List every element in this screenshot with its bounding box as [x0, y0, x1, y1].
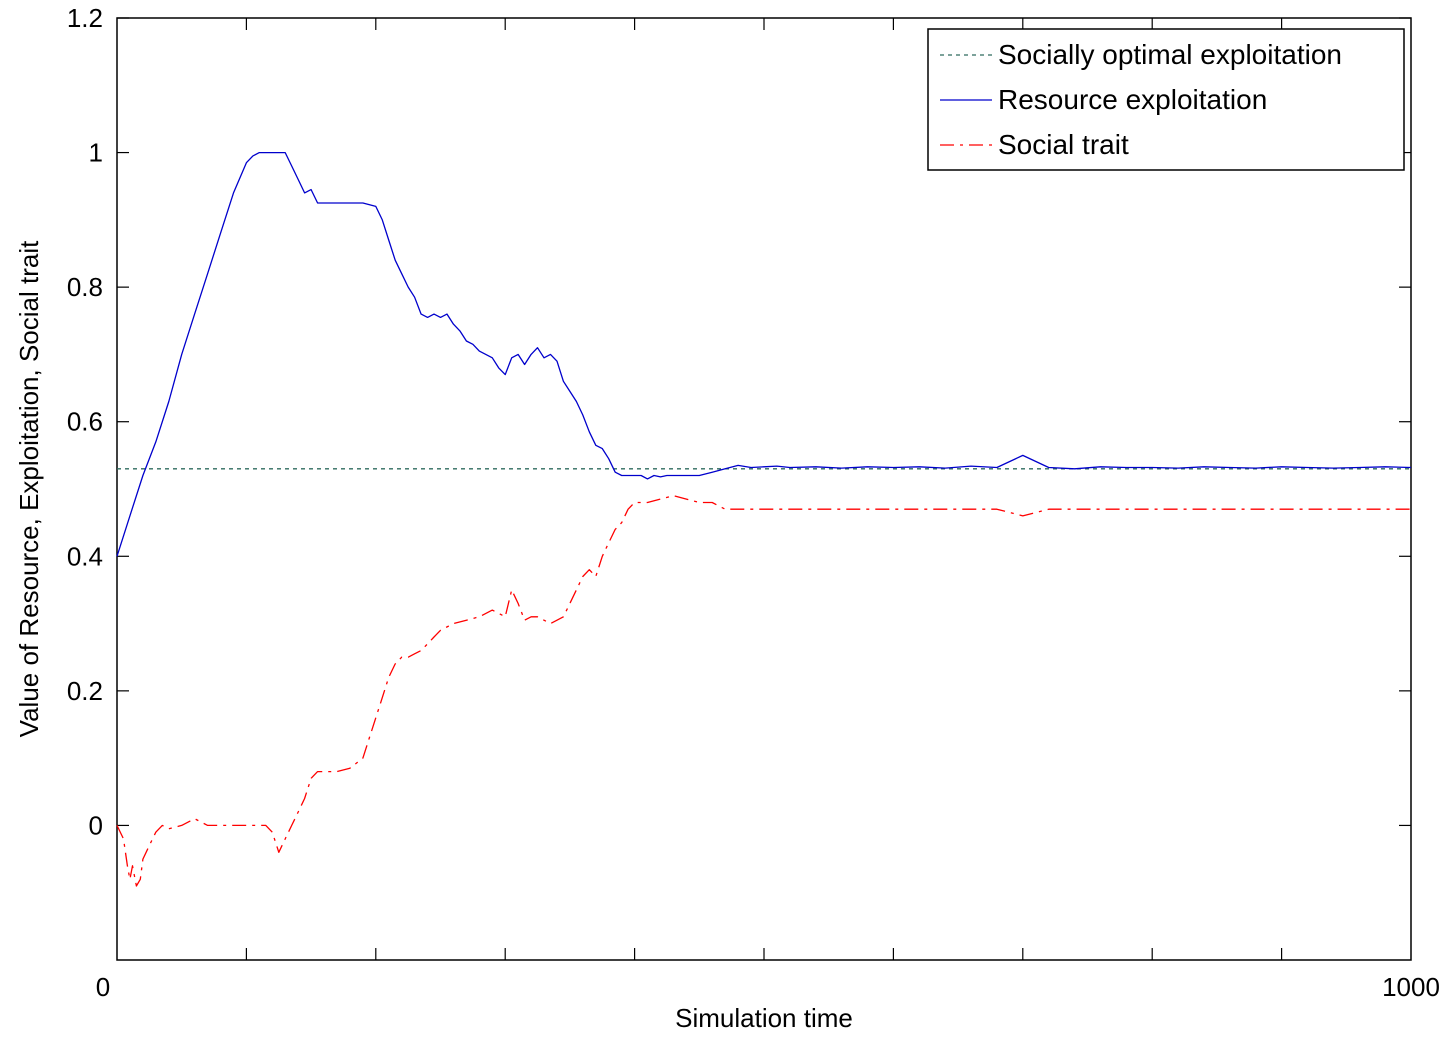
y-tick-label-5: 1 — [89, 138, 103, 168]
x-tick-label-min: 0 — [96, 972, 110, 1002]
y-tick-label-3: 0.6 — [67, 407, 103, 437]
legend: Socially optimal exploitation Resource e… — [927, 28, 1405, 171]
y-tick-label-0: 0 — [89, 810, 103, 840]
y-axis-label: Value of Resource, Exploitation, Social … — [14, 240, 44, 737]
x-tick-label-max: 1000 — [1382, 972, 1440, 1002]
y-tick-label-4: 0.8 — [67, 272, 103, 302]
y-tick-label-1: 0.2 — [67, 676, 103, 706]
y-tick-label-2: 0.4 — [67, 541, 103, 571]
series-line-2 — [116, 495, 1411, 887]
series-layer — [116, 151, 1412, 887]
legend-box — [927, 28, 1405, 171]
series-line-1 — [116, 151, 1412, 557]
legend-label-exploitation: Resource exploitation — [998, 84, 1267, 115]
legend-label-social: Social trait — [998, 129, 1129, 160]
plot-area — [116, 17, 1412, 961]
y-axis-ticks — [117, 17, 1411, 827]
x-axis-ticks — [245, 18, 1283, 960]
y-tick-label-6: 1.2 — [67, 3, 103, 33]
y-tick-labels: 0 0.2 0.4 0.6 0.8 1 1.2 — [67, 3, 103, 840]
x-axis-label: Simulation time — [675, 1003, 853, 1033]
legend-label-optimal: Socially optimal exploitation — [998, 39, 1342, 70]
